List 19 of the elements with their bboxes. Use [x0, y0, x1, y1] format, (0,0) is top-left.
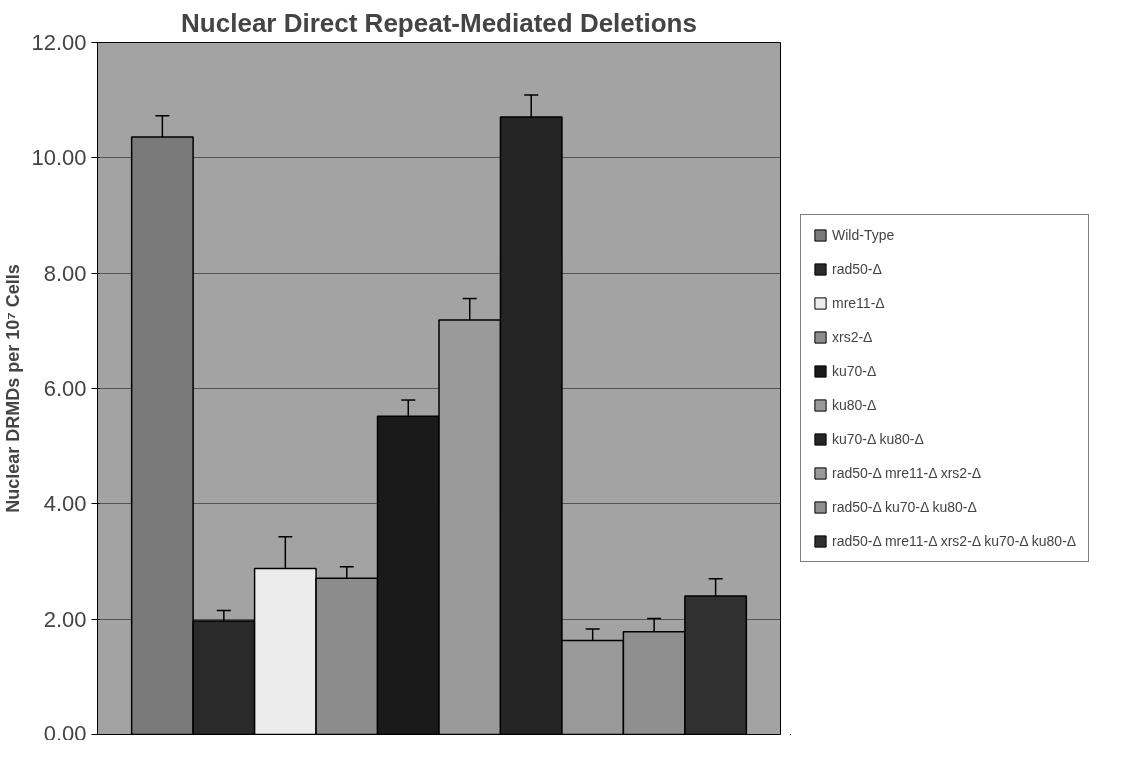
y-tick-label: 8.00 [43, 260, 87, 286]
legend-label: ku70-Δ ku80-Δ [832, 431, 924, 447]
legend-label: rad50-Δ [832, 261, 882, 277]
y-tick-label: 4.00 [43, 491, 87, 517]
legend-label: ku70-Δ [832, 363, 877, 379]
y-tick-label: 2.00 [43, 606, 87, 632]
legend-label: rad50-Δ mre11-Δ xrs2-Δ ku70-Δ ku80-Δ [832, 533, 1077, 549]
legend-label: ku80-Δ [832, 397, 877, 413]
y-tick-label: 6.00 [43, 376, 87, 401]
legend-label: xrs2-Δ [832, 329, 873, 345]
chart-title: Nuclear Direct Repeat-Mediated Deletions [181, 7, 697, 38]
y-tick-label: 10.00 [31, 145, 87, 171]
legend-label: Wild-Type [832, 227, 895, 243]
y-tick-label: 0.00 [43, 720, 87, 746]
legend-label: rad50-Δ mre11-Δ xrs2-Δ [832, 465, 982, 481]
legend-label: rad50-Δ ku70-Δ ku80-Δ [832, 499, 977, 515]
legend-label: mre11-Δ [832, 295, 885, 311]
y-axis-title: Nuclear DRMDs per 10⁷ Cells [3, 264, 24, 513]
y-tick-label: 12.00 [31, 30, 87, 55]
